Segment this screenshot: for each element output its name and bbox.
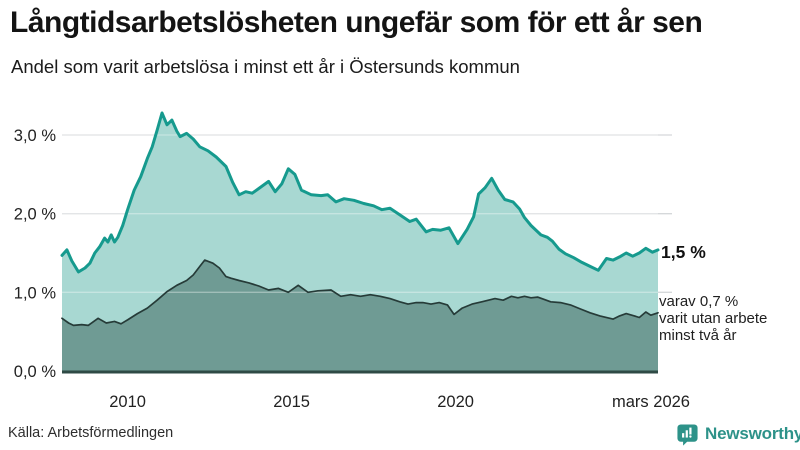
bar-chart-glyph — [682, 432, 685, 438]
annotation-breakdown: varav 0,7 % varit utan arbete minst två … — [659, 293, 797, 344]
y-axis-tick-label: 1,0 % — [14, 284, 57, 302]
x-axis-tick-label: 2020 — [437, 393, 474, 411]
series-line-over-one-year — [60, 111, 660, 274]
newsworthy-wordmark: Newsworthy — [705, 424, 800, 443]
y-axis-tick-label: 2,0 % — [14, 206, 57, 224]
annotation-breakdown-line: minst två år — [659, 327, 737, 344]
x-axis-tick-label: 2015 — [273, 393, 310, 411]
bar-chart-glyph — [685, 429, 688, 438]
y-axis-tick-label: 0,0 % — [14, 363, 57, 381]
page-subtitle: Andel som varit arbetslösa i minst ett å… — [11, 56, 520, 77]
source-note: Källa: Arbetsförmedlingen — [8, 425, 174, 441]
newsworthy-logo-icon — [677, 423, 698, 446]
x-axis-tick-label: 2010 — [109, 393, 146, 411]
value-label-latest: 1,5 % — [661, 242, 706, 262]
annotation-breakdown-line: varit utan arbete — [659, 310, 768, 327]
newsworthy-logo: Newsworthy — [676, 422, 800, 446]
x-axis-tick-label: mars 2026 — [612, 393, 690, 411]
series-line-over-two-years — [61, 259, 659, 327]
exclamation-dot — [689, 434, 692, 438]
series-area-over-two-years — [62, 260, 658, 371]
page-title: Långtidsarbetslösheten ungefär som för e… — [10, 6, 703, 39]
exclamation-glyph — [689, 427, 692, 434]
y-axis-tick-label: 3,0 % — [14, 127, 57, 145]
annotation-breakdown-line: varav 0,7 % — [659, 293, 739, 310]
